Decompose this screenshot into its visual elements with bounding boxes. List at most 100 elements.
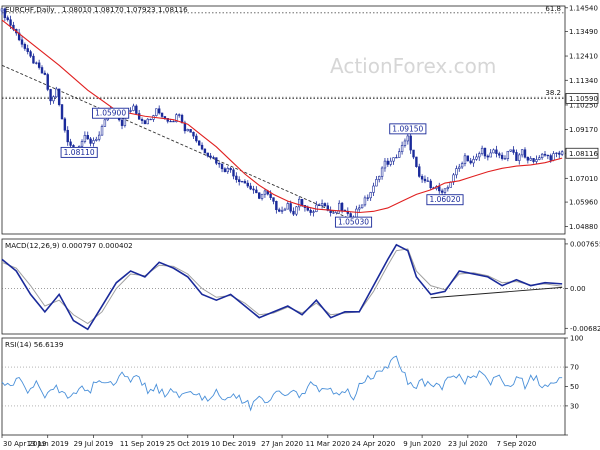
candle-body: [340, 202, 344, 211]
candle: [258, 192, 261, 200]
candle-body: [552, 153, 555, 161]
candle-body: [549, 155, 552, 161]
price-y-tick-label: 1.07010: [569, 175, 598, 183]
candle-body: [389, 160, 392, 165]
price-moving-average: [1, 19, 563, 214]
candle-body: [386, 160, 390, 165]
x-tick-label: 24 Apr 2020: [352, 440, 395, 448]
candle: [398, 148, 401, 158]
candle: [17, 28, 21, 42]
candle: [278, 207, 281, 213]
price-y-tick-label: 1.10250: [569, 101, 598, 109]
candle: [209, 152, 212, 160]
candle-body: [6, 17, 9, 21]
candle-body: [320, 203, 324, 206]
candle-body: [83, 135, 87, 142]
candle-body: [512, 149, 515, 153]
candle-body: [503, 158, 507, 160]
price-dashed-trendline: [1, 64, 357, 222]
candle-body: [463, 155, 467, 164]
candle-body: [363, 197, 367, 206]
price-annotation-label: 1.06020: [429, 195, 460, 204]
candle-body: [203, 148, 207, 154]
candle-body: [37, 62, 41, 68]
candle-body: [166, 118, 169, 122]
candle: [498, 151, 501, 159]
candle: [543, 150, 547, 157]
candle-body: [318, 204, 321, 206]
candle-body: [300, 198, 304, 206]
candle: [560, 150, 564, 157]
price-annotations: 1.05900 1.08110 1.09150 1.06020 1.05030: [60, 107, 464, 228]
candle: [409, 132, 412, 154]
candle-body: [269, 193, 272, 198]
candle-body: [400, 145, 404, 152]
candle: [395, 154, 398, 159]
candle-body: [560, 151, 564, 155]
candle: [235, 172, 238, 183]
candle-body: [378, 176, 381, 180]
candle: [492, 148, 495, 154]
candle-body: [495, 149, 498, 154]
candle: [172, 120, 175, 123]
candle-body: [86, 135, 89, 140]
support-price-box: [565, 93, 599, 104]
candle-body: [440, 190, 444, 193]
candle-body: [97, 134, 101, 140]
candle: [103, 118, 107, 127]
candle-body: [189, 129, 192, 133]
candle-body: [498, 153, 501, 156]
candle-body: [458, 166, 461, 169]
candle-body: [455, 168, 458, 176]
candle: [495, 145, 498, 158]
candle: [23, 42, 27, 51]
price-annotation-label: 1.09150: [392, 124, 423, 133]
candle-body: [169, 120, 172, 123]
candle: [555, 152, 558, 158]
candle: [192, 131, 195, 140]
candle-body: [438, 186, 441, 192]
candle: [160, 112, 164, 118]
candle-body: [275, 201, 278, 211]
candle-body: [420, 176, 424, 180]
candle: [63, 117, 67, 133]
candle-body: [323, 203, 327, 207]
candle: [289, 200, 292, 214]
price-y-axis: 1.14540 1.13490 1.12410 1.11340 1.10250 1.091…: [565, 4, 598, 231]
candle-body: [232, 169, 235, 177]
price-annotation-box: [426, 194, 464, 206]
price-candles: [0, 7, 564, 225]
watermark-text: ActionForex.com: [330, 54, 496, 78]
candle-body: [558, 152, 561, 155]
candle: [323, 202, 327, 207]
candle-body: [403, 140, 407, 146]
candle: [469, 157, 472, 165]
candle: [43, 70, 47, 76]
candle: [309, 208, 312, 216]
candle-body: [172, 121, 175, 123]
candle-body: [395, 157, 398, 159]
candle-body: [26, 48, 29, 52]
candle: [478, 151, 481, 161]
x-tick-label: 10 Dec 2019: [211, 440, 256, 448]
candle: [298, 196, 301, 211]
candle-body: [543, 153, 547, 156]
macd-y-tick-label: 0.007655: [570, 240, 600, 248]
candle-body: [392, 157, 395, 162]
candle: [217, 162, 221, 168]
candle-body: [272, 197, 275, 202]
candle: [132, 103, 135, 112]
x-tick-label: 9 Jun 2020: [403, 440, 441, 448]
candle: [272, 197, 275, 205]
candle: [52, 95, 55, 104]
candle: [203, 148, 207, 154]
candle: [386, 157, 390, 167]
rsi-y-tick-label: 70: [570, 364, 579, 372]
candle: [86, 131, 89, 140]
rsi-line: [1, 355, 563, 412]
candle-body: [298, 198, 301, 208]
candle-body: [177, 114, 181, 116]
candle: [212, 155, 215, 160]
candle-body: [258, 192, 261, 199]
candle: [46, 72, 49, 92]
